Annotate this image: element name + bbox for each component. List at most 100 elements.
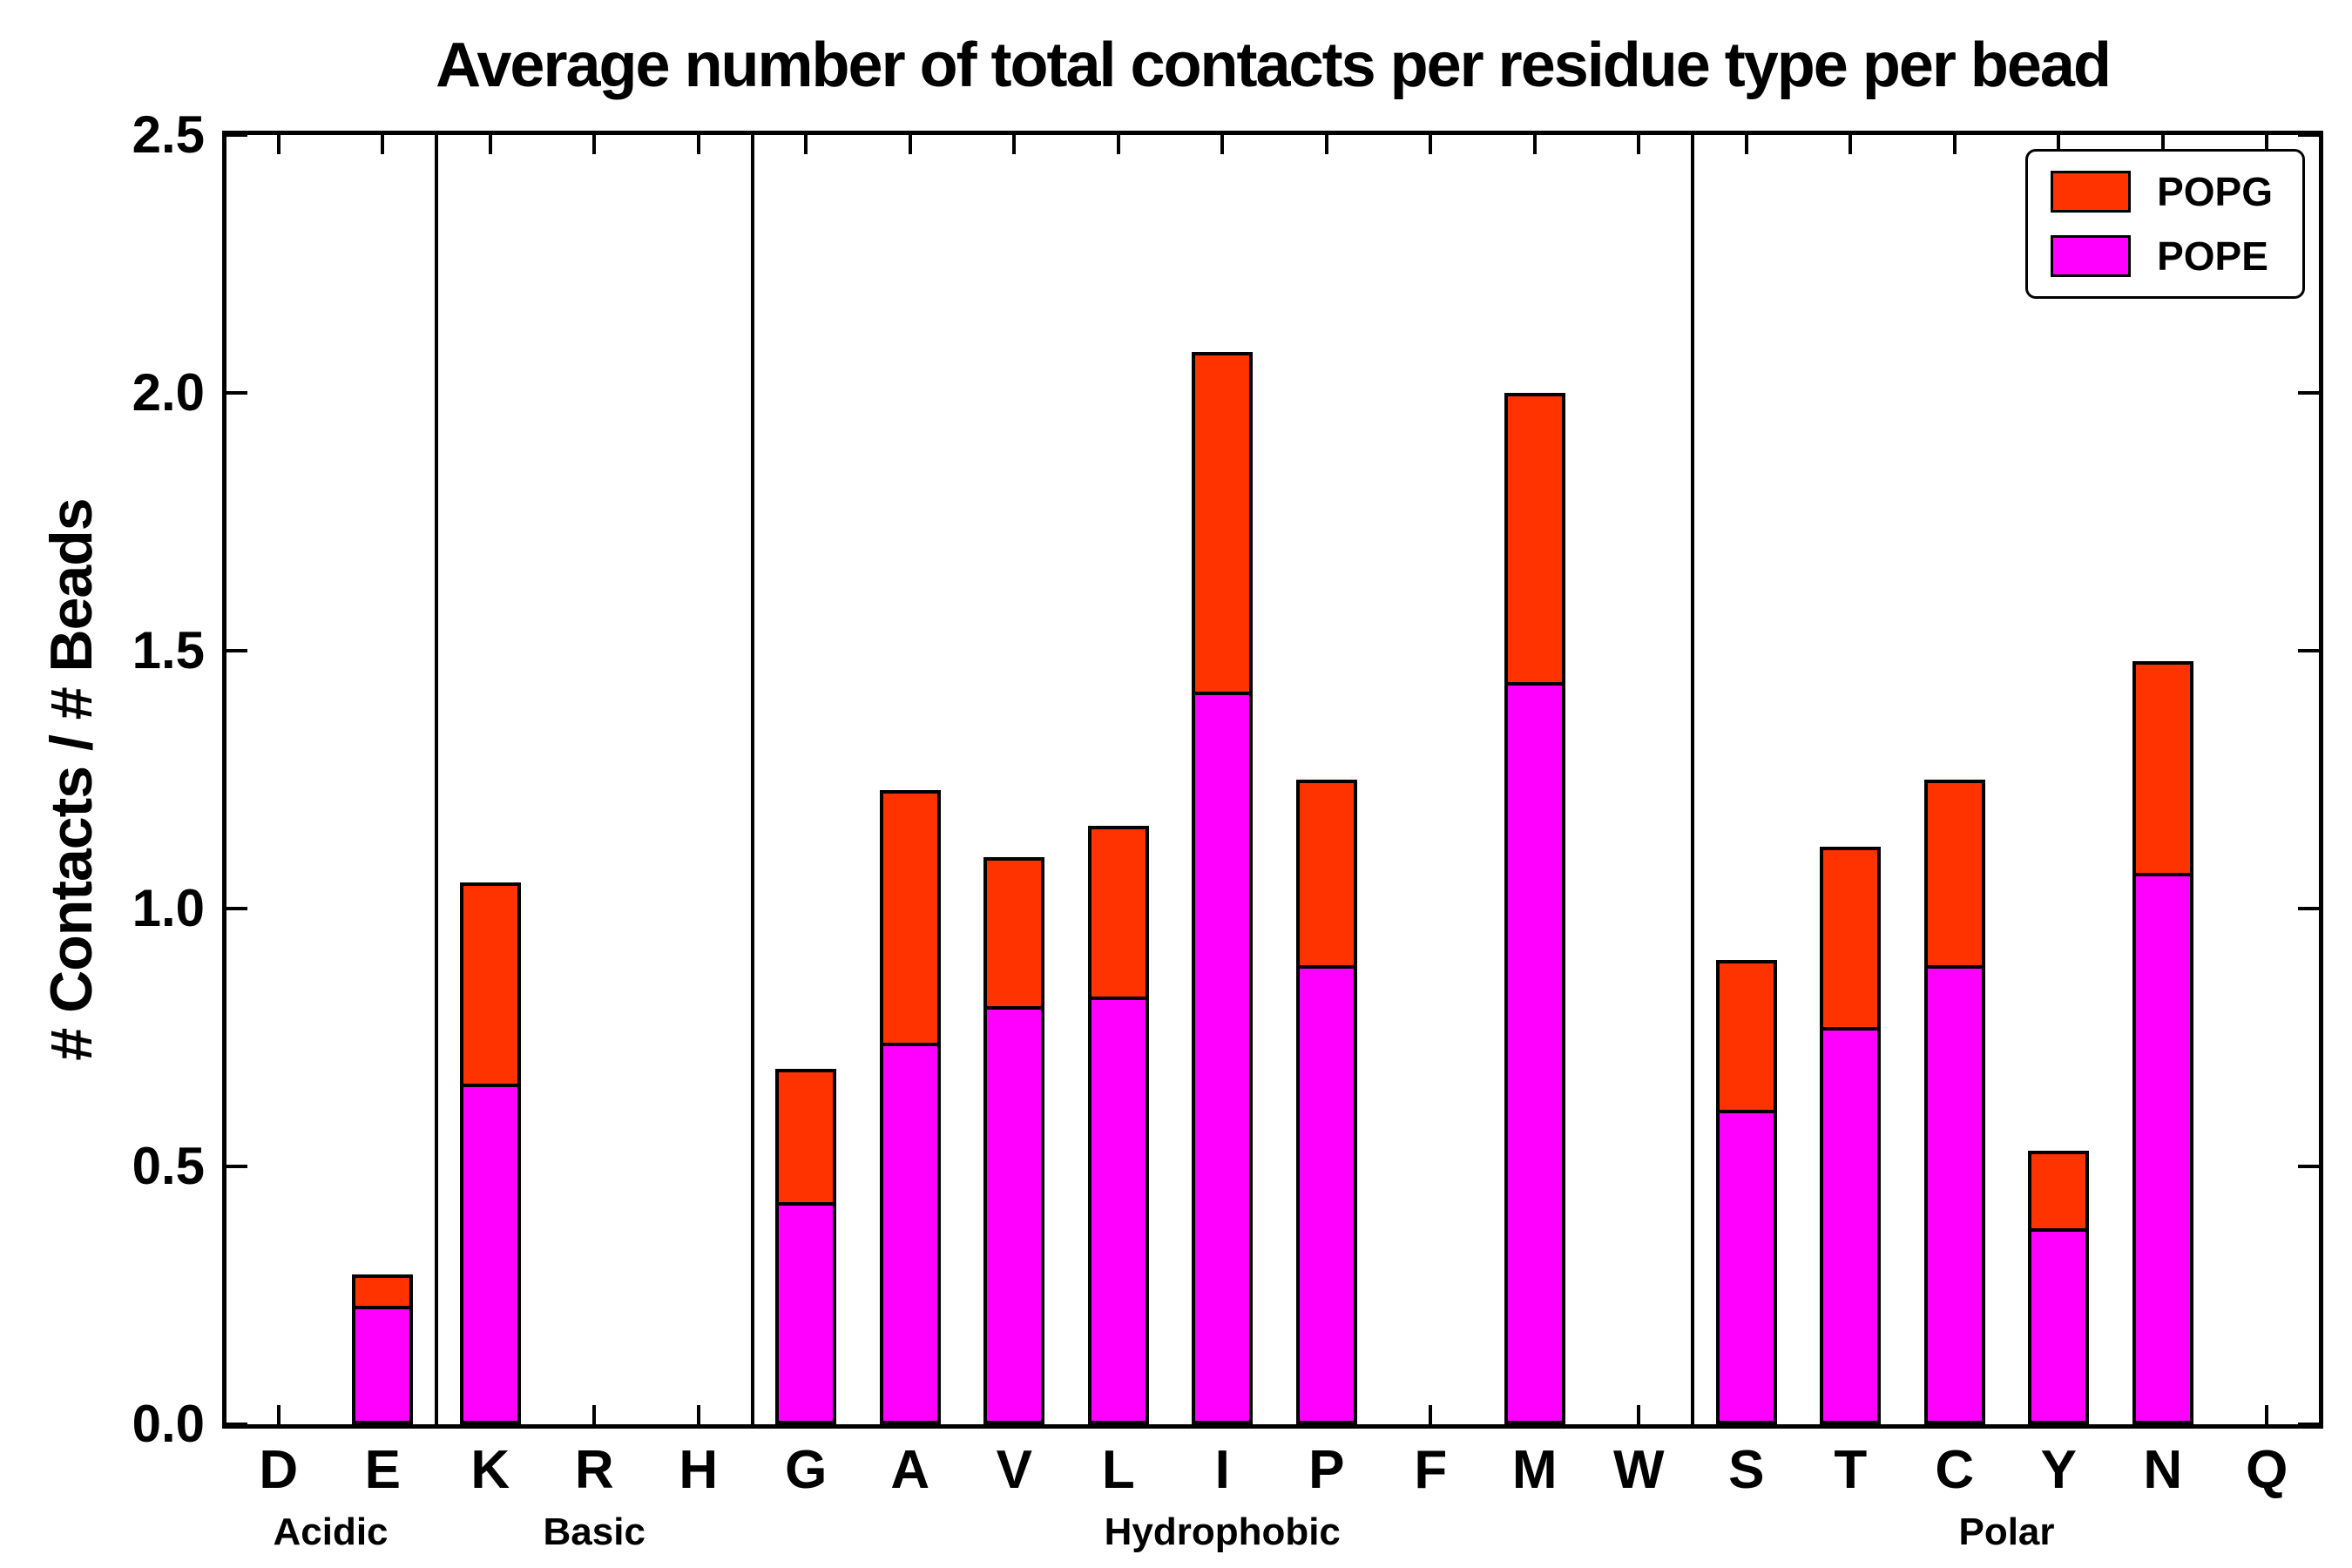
x-tick-mark-bottom-F	[1429, 1405, 1433, 1424]
legend-item-pope: POPE	[2051, 235, 2273, 277]
legend-swatch-popg	[2051, 171, 2132, 213]
bar-segment-pope-I	[1192, 692, 1254, 1424]
bar-segment-popg-G	[775, 1068, 837, 1203]
category-slot-W: W	[1587, 135, 1692, 1497]
bar-K	[459, 135, 521, 1424]
category-slot-M: M	[1483, 135, 1587, 1497]
bar-segment-pope-N	[2132, 872, 2193, 1424]
bar-A	[879, 135, 941, 1424]
x-tick-label-Q: Q	[2246, 1440, 2288, 1500]
y-tick-mark-left-0.5	[226, 1165, 247, 1168]
x-tick-mark-top-S	[1744, 135, 1748, 154]
bar-segment-pope-S	[1715, 1109, 1777, 1424]
bar-S	[1715, 135, 1777, 1424]
bar-V	[983, 135, 1045, 1424]
y-tick-mark-right-2.5	[2298, 133, 2319, 137]
bar-M	[1504, 135, 1565, 1424]
group-label-hydrophobic: Hydrophobic	[1104, 1511, 1341, 1553]
x-tick-mark-top-G	[804, 135, 808, 154]
bar-segment-pope-T	[1820, 1027, 1882, 1424]
y-tick-mark-right-1.5	[2298, 649, 2319, 652]
x-tick-mark-top-N	[2160, 135, 2165, 154]
x-tick-mark-top-P	[1324, 135, 1328, 154]
x-tick-mark-top-E	[381, 135, 385, 154]
category-slot-Y: Y	[2007, 135, 2112, 1497]
x-tick-label-W: W	[1612, 1440, 1665, 1500]
bar-segment-pope-L	[1087, 996, 1149, 1424]
x-tick-mark-top-I	[1220, 135, 1225, 154]
bar-segment-pope-Y	[2028, 1228, 2090, 1424]
bar-L	[1087, 135, 1149, 1424]
x-tick-mark-top-T	[1848, 135, 1853, 154]
bar-segment-pope-G	[775, 1202, 837, 1424]
x-tick-mark-top-D	[276, 135, 280, 154]
bar-segment-popg-T	[1820, 846, 1882, 1028]
bar-segment-popg-V	[983, 856, 1045, 1007]
legend-swatch-pope	[2051, 235, 2132, 277]
bar-N	[2132, 135, 2193, 1424]
x-tick-mark-bottom-Q	[2265, 1405, 2269, 1424]
y-tick-mark-left-1.5	[226, 649, 247, 652]
x-tick-mark-top-A	[908, 135, 912, 154]
bar-T	[1820, 135, 1882, 1424]
y-tick-mark-left-2.0	[226, 391, 247, 395]
bar-segment-popg-P	[1295, 780, 1357, 966]
bar-G	[775, 135, 837, 1424]
x-tick-label-V: V	[996, 1440, 1032, 1500]
x-tick-label-H: H	[679, 1440, 719, 1500]
bar-segment-pope-K	[459, 1084, 521, 1424]
x-tick-mark-bottom-H	[696, 1405, 700, 1424]
y-tick-label-2.0: 2.0	[132, 363, 205, 422]
panel-polar: S T C Y N Q Polar	[1694, 135, 2319, 1551]
bar-segment-pope-E	[352, 1305, 414, 1424]
bar-segment-popg-M	[1504, 393, 1565, 682]
legend-item-popg: POPG	[2051, 171, 2273, 213]
x-tick-mark-top-C	[1952, 135, 1957, 154]
x-tick-mark-bottom-D	[276, 1405, 280, 1424]
x-tick-label-P: P	[1308, 1440, 1345, 1500]
y-tick-label-2.5: 2.5	[132, 105, 205, 164]
x-tick-label-I: I	[1214, 1440, 1230, 1500]
x-tick-label-S: S	[1728, 1440, 1765, 1500]
bar-C	[1923, 135, 1985, 1424]
bar-segment-popg-N	[2132, 660, 2193, 873]
x-tick-label-A: A	[890, 1440, 930, 1500]
y-tick-mark-right-0.0	[2298, 1423, 2319, 1426]
category-slot-D: D	[226, 135, 331, 1497]
y-tick-label-0.0: 0.0	[132, 1395, 205, 1453]
x-tick-label-F: F	[1414, 1440, 1448, 1500]
y-tick-mark-right-2.0	[2298, 391, 2319, 395]
y-axis-ticks: 0.0 0.5 1.0 1.5 2.0 2.5	[78, 109, 205, 1450]
y-tick-label-1.5: 1.5	[132, 621, 205, 679]
x-tick-mark-top-Q	[2265, 135, 2269, 154]
x-tick-label-K: K	[470, 1440, 510, 1500]
category-slot-A: A	[858, 135, 963, 1497]
x-tick-mark-bottom-W	[1637, 1405, 1641, 1424]
bar-segment-popg-I	[1192, 351, 1254, 693]
bar-segment-pope-A	[879, 1042, 941, 1424]
y-tick-label-1.0: 1.0	[132, 879, 205, 937]
category-slot-R: R	[543, 135, 647, 1497]
bar-segment-pope-V	[983, 1006, 1045, 1424]
x-tick-mark-top-Y	[2057, 135, 2061, 154]
x-tick-label-C: C	[1935, 1440, 1975, 1500]
x-tick-label-Y: Y	[2040, 1440, 2077, 1500]
x-tick-label-N: N	[2143, 1440, 2183, 1500]
category-slot-N: N	[2111, 135, 2215, 1497]
x-tick-label-R: R	[574, 1440, 614, 1500]
x-tick-label-E: E	[364, 1440, 401, 1500]
legend: POPG POPE	[2025, 149, 2305, 299]
bar-segment-pope-C	[1923, 965, 1985, 1424]
panel-acidic: D E Acidic	[226, 135, 438, 1551]
x-tick-mark-top-W	[1637, 135, 1641, 154]
bar-segment-popg-S	[1715, 960, 1777, 1110]
x-tick-label-L: L	[1101, 1440, 1135, 1500]
bar-P	[1295, 135, 1357, 1424]
category-slot-K: K	[438, 135, 543, 1497]
chart-title: Average number of total contacts per res…	[436, 30, 2112, 100]
category-slot-P: P	[1274, 135, 1379, 1497]
group-label-basic: Basic	[543, 1511, 645, 1553]
x-tick-mark-top-M	[1532, 135, 1537, 154]
panel-hydrophobic: G A V L I P F M W Hydrophobic	[754, 135, 1694, 1551]
